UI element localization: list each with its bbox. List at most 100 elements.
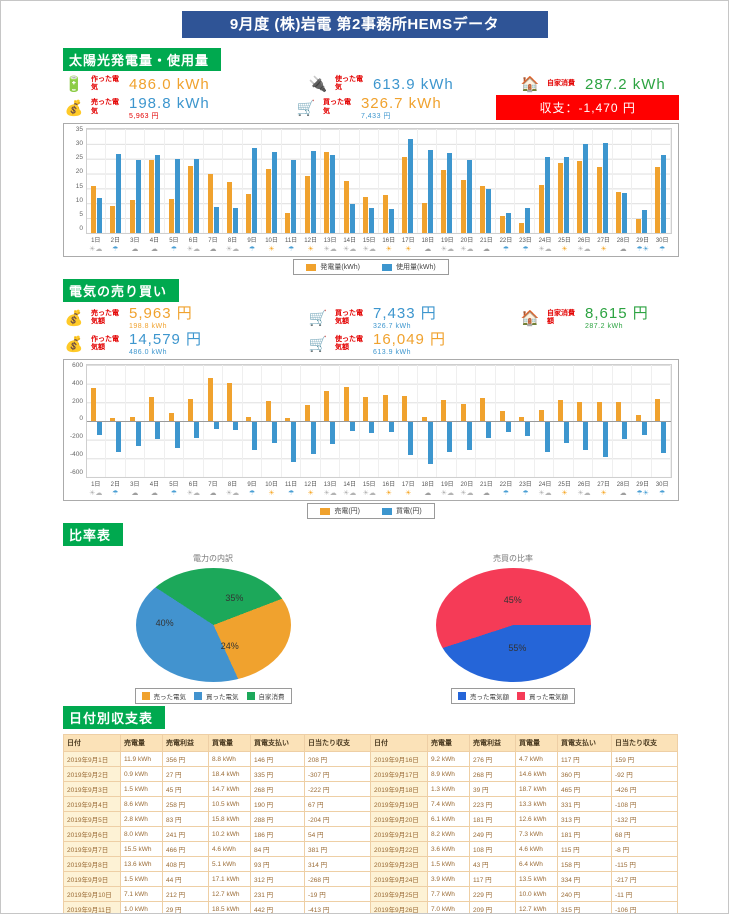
- bar-group: [418, 365, 438, 477]
- stat-label: 自家消費額: [547, 309, 575, 325]
- y-tick: -600: [69, 468, 83, 476]
- table-header-row: 日付 売電量 売電利益 買電量 買電支払い 日当たり収支 日付 売電量 売電利益 買電量 買電支払い…: [63, 734, 678, 752]
- bar-group: [282, 365, 302, 477]
- sun-cloud-weather-icon: ☀☁: [323, 246, 337, 253]
- value-cell: 17.1 kWh: [208, 871, 251, 887]
- bar-group: [652, 365, 672, 477]
- y-tick: 600: [72, 362, 83, 369]
- bar-group: [87, 129, 107, 233]
- sun-cloud-weather-icon: ☀☁: [186, 490, 201, 497]
- stat-subvalue: 326.7 kWh: [373, 323, 411, 330]
- bar-group: [632, 365, 652, 477]
- stat-subvalue: 198.8 kWh: [129, 323, 167, 330]
- trade-stats-row-2: 💰 作った電気額 14,579 円 486.0 kWh 🛒 使った電気額 16,…: [63, 332, 679, 356]
- yen-box-icon: 💰: [64, 99, 84, 117]
- bar: [655, 167, 661, 233]
- value-cell: 229 円: [469, 886, 516, 902]
- rain-weather-icon: ☂: [170, 246, 178, 253]
- bar: [655, 398, 661, 421]
- day-label: 24日: [538, 482, 552, 488]
- table-row: 2019年9月11日 1.0 kWh 29 円 18.5 kWh 442 円 -413 円…: [63, 901, 678, 913]
- chart-frame: 35 30 25 20 15 10 5 0 1日 2日 3日 4日 5日 6日 7日 8日 9日 10日 11日 1…: [63, 123, 679, 257]
- cloud-weather-icon: ☁: [424, 490, 432, 497]
- sun-weather-icon: ☀: [307, 246, 314, 253]
- value-cell: 18.5 kWh: [208, 901, 251, 913]
- day-label: 12日: [304, 238, 317, 244]
- y-tick: 15: [75, 182, 83, 190]
- legend-swatch: [382, 263, 392, 271]
- bar-group: [106, 365, 126, 477]
- date-cell: 2019年9月24日: [370, 871, 428, 887]
- y-axis: 35 30 25 20 15 10 5 0: [66, 126, 86, 232]
- yen-box-icon: 💰: [64, 336, 84, 353]
- trade-stats-row-1: 💰 売った電気額 5,963 円 198.8 kWh 🛒 買った電気額 7,43…: [63, 306, 679, 330]
- bar: [227, 382, 233, 421]
- value-cell: 313 円: [557, 811, 612, 827]
- value-cell: 18.4 kWh: [208, 766, 251, 782]
- value-cell: -204 円: [304, 811, 371, 827]
- y-tick: -200: [69, 433, 83, 441]
- stat-sold: 💰 売った電気 198.8 kWh 5,963 円: [63, 96, 295, 120]
- day-label: 4日: [149, 482, 160, 488]
- bar: [271, 421, 277, 443]
- cloud-weather-icon: ☁: [131, 246, 139, 253]
- legend-swatch: [320, 507, 331, 515]
- cloud-weather-icon: ☁: [424, 246, 432, 253]
- bar: [577, 161, 583, 233]
- value-cell: 241 円: [162, 826, 209, 842]
- date-cell: 2019年9月19日: [370, 796, 428, 812]
- bar-group: [457, 129, 477, 233]
- legend-label: 買電(円): [396, 508, 422, 515]
- value-cell: 231 円: [250, 886, 305, 902]
- bar-group: [360, 129, 380, 233]
- sun-weather-icon: ☀: [405, 246, 412, 253]
- value-cell: 146 円: [250, 751, 305, 767]
- section-title-ratio: 比率表: [63, 523, 124, 546]
- y-tick: 0: [79, 415, 83, 423]
- legend-swatch: [194, 692, 202, 700]
- bar: [616, 192, 622, 233]
- value-cell: 181 円: [557, 826, 612, 842]
- cloud-weather-icon: ☁: [482, 246, 490, 253]
- value-cell: 0.9 kWh: [120, 766, 163, 782]
- value-cell: 240 円: [557, 886, 612, 902]
- value-cell: 39 円: [469, 781, 516, 797]
- legend-label: 売電(円): [334, 508, 360, 515]
- day-label: 10日: [265, 482, 278, 488]
- bar: [408, 421, 414, 455]
- bar: [460, 404, 466, 421]
- rain-weather-icon: ☂: [287, 246, 295, 253]
- power-breakdown-pie: 電力の内訳 35% 24% 40% 売った電気 買った電気 自家消費: [63, 553, 363, 704]
- bar: [285, 212, 291, 233]
- value-cell: 10.0 kWh: [515, 886, 558, 902]
- solar-stats-row-1: 🔋 作った電気 486.0 kWh 🔌 使った電気 613.9 kWh 🏠 自家…: [63, 75, 679, 94]
- buy-sell-chart: 600 400 200 0 -200 -400 -600 1日 2日 3日 4日 5日 6日 7日 8日 9…: [63, 359, 679, 519]
- sun-weather-icon: ☀: [600, 246, 607, 253]
- value-cell: 115 円: [557, 841, 612, 857]
- value-cell: 288 円: [250, 811, 305, 827]
- stat-subvalue: 5,963 円: [129, 112, 159, 120]
- value-cell: 331 円: [557, 796, 612, 812]
- bar-group: [262, 365, 282, 477]
- bar-group: [496, 129, 516, 233]
- bar-group: [106, 129, 126, 233]
- bar: [427, 421, 433, 465]
- table-header-cell: 日付: [370, 734, 428, 752]
- value-cell: 2.8 kWh: [120, 811, 163, 827]
- bar: [135, 159, 141, 233]
- sun-weather-icon: ☀: [405, 490, 412, 497]
- bar: [174, 421, 180, 448]
- stat-label: 買った電気額: [335, 309, 363, 325]
- day-label: 4日: [149, 238, 160, 244]
- legend-swatch: [458, 692, 466, 700]
- day-label: 6日: [188, 238, 199, 244]
- bar: [291, 421, 297, 463]
- bar: [525, 208, 531, 233]
- value-cell: 312 円: [250, 871, 305, 887]
- bar: [583, 421, 589, 451]
- bar: [116, 421, 122, 453]
- day-label: 11日: [284, 482, 298, 488]
- sun-cloud-weather-icon: ☀☁: [225, 246, 240, 253]
- bar: [460, 179, 466, 233]
- bar: [505, 421, 511, 432]
